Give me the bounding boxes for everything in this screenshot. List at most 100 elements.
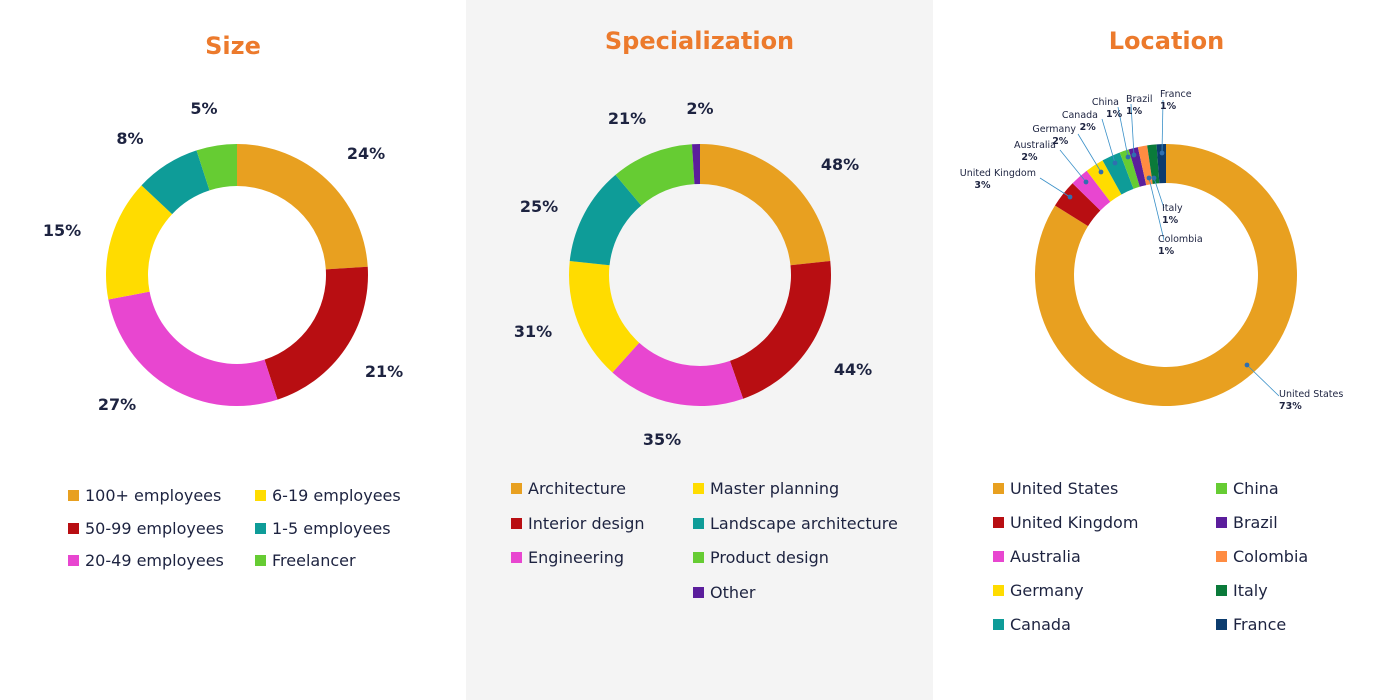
callout-value-china: 1% <box>1106 109 1123 120</box>
legend-swatch <box>255 490 266 501</box>
data-label-freelancer: 5% <box>190 99 217 118</box>
callout-dot-brazil <box>1131 152 1137 158</box>
legend-swatch <box>693 586 704 598</box>
data-label-architecture: 48% <box>821 155 859 174</box>
legend-label: Master planning <box>710 479 840 498</box>
legend-swatch <box>693 552 704 563</box>
legend-label: China <box>1233 479 1279 498</box>
legend-item-united-kingdom: United Kingdom <box>993 513 1138 532</box>
legend-item-engineering: Engineering <box>511 548 624 567</box>
legend-label: Other <box>710 582 756 602</box>
callout-name-france: France <box>1160 89 1192 100</box>
callout-name-colombia: Colombia <box>1158 234 1203 245</box>
callout-name-germany: Germany <box>1032 124 1076 135</box>
callout-line-italy <box>1153 177 1165 209</box>
legend-label: Canada <box>1010 615 1071 634</box>
legend-swatch <box>993 551 1004 562</box>
data-label-other: 2% <box>686 99 713 118</box>
callout-line-germany <box>1077 133 1102 173</box>
slice-master-planning <box>569 261 640 373</box>
callout-value-colombia: 1% <box>1158 246 1175 257</box>
callout-name-canada: Canada <box>1062 110 1098 121</box>
legend-label: 50-99 employees <box>85 518 224 538</box>
legend-label: Colombia <box>1233 547 1309 566</box>
legend-item-other: Other <box>693 583 755 602</box>
legend-label: Australia <box>1010 547 1081 566</box>
callout-name-united-states: United States <box>1279 389 1343 400</box>
legend-item-colombia: Colombia <box>1216 547 1308 566</box>
callout-line-france <box>1161 99 1164 154</box>
data-label-20-49-employees: 27% <box>98 395 136 414</box>
slice-interior-design <box>729 261 831 399</box>
callout-line-united-kingdom <box>1039 177 1071 198</box>
callout-dot-germany <box>1098 169 1104 175</box>
slice-landscape-architecture <box>569 174 642 266</box>
legend-item-france: France <box>1216 615 1286 634</box>
size-donut-chart: 24% 21% 27% 15% 8% 5% <box>43 99 403 414</box>
legend-item-germany: Germany <box>993 581 1084 600</box>
legend-label: France <box>1233 615 1287 634</box>
legend-swatch <box>68 490 79 501</box>
specialization-title: Specialization <box>604 27 795 55</box>
data-label-50-99-employees: 21% <box>365 362 403 381</box>
callout-line-brazil <box>1130 103 1135 156</box>
legend-swatch <box>993 585 1004 596</box>
legend-label: Product design <box>710 548 829 567</box>
slice-united-kingdom <box>1054 183 1101 227</box>
legend-item-6-19-employees: 6-19 employees <box>255 486 401 505</box>
slice-germany <box>1086 160 1122 202</box>
callout-name-brazil: Brazil <box>1126 94 1153 105</box>
legend-item-100-employees: 100+ employees <box>68 486 221 505</box>
legend-label: 100+ employees <box>85 486 222 505</box>
specialization-panel: Specialization 48% 44% 35% 31% 25% 21% 2% Arch… <box>466 0 933 700</box>
legend-label: 20-49 employees <box>85 551 224 570</box>
legend-label: Engineering <box>528 548 624 567</box>
legend-label: Germany <box>1010 581 1084 600</box>
callout-value-united-kingdom: 3% <box>974 180 991 191</box>
legend-item-united-states: United States <box>993 479 1118 498</box>
data-label-interior-design: 44% <box>834 360 872 379</box>
legend-swatch <box>993 483 1004 494</box>
legend-swatch <box>1216 551 1227 562</box>
legend-item-1-5-employees: 1-5 employees <box>255 519 391 538</box>
slice-50-99-employees <box>264 266 369 400</box>
callout-dot-colombia <box>1146 175 1152 181</box>
legend-item-freelancer: Freelancer <box>255 551 356 570</box>
specialization-donut-chart: 48% 44% 35% 31% 25% 21% 2% <box>514 99 872 449</box>
slice-1-5-employees <box>141 150 210 215</box>
legend-label: Landscape architecture <box>710 513 898 533</box>
data-label-6-19-employees: 15% <box>43 221 81 240</box>
legend-item-australia: Australia <box>993 547 1081 566</box>
callout-value-brazil: 1% <box>1126 106 1143 117</box>
slice-china <box>1119 149 1140 189</box>
legend-swatch <box>1216 585 1227 596</box>
callout-value-australia: 2% <box>1021 152 1038 163</box>
legend-item-20-49-employees: 20-49 employees <box>68 551 224 570</box>
legend-item-product-design: Product design <box>693 548 829 567</box>
legend-swatch <box>255 522 266 534</box>
legend-item-brazil: Brazil <box>1216 513 1278 532</box>
legend-item-landscape-architecture: Landscape architecture <box>693 514 898 533</box>
legend-swatch <box>68 555 79 566</box>
legend-swatch <box>255 555 266 566</box>
legend-label: 1-5 employees <box>272 518 391 538</box>
slice-20-49-employees <box>108 291 278 407</box>
legend-swatch <box>1216 619 1227 630</box>
legend-swatch <box>511 517 522 529</box>
legend-swatch <box>693 483 704 494</box>
legend-swatch <box>1216 483 1227 494</box>
callout-dot-united-kingdom <box>1067 194 1073 200</box>
legend-label: Interior design <box>528 513 645 533</box>
callout-dot-australia <box>1083 179 1089 185</box>
data-label-engineering: 35% <box>643 430 681 449</box>
data-label-1-5-employees: 8% <box>116 129 143 148</box>
slice-other <box>692 144 700 185</box>
callout-dot-united-states <box>1244 362 1250 368</box>
data-label-100-employees: 24% <box>347 144 385 163</box>
slice-australia <box>1072 170 1111 211</box>
legend-item-50-99-employees: 50-99 employees <box>68 519 224 538</box>
callout-name-australia: Australia <box>1014 140 1056 151</box>
callout-value-italy: 1% <box>1162 215 1179 226</box>
callout-dot-france <box>1159 150 1165 156</box>
